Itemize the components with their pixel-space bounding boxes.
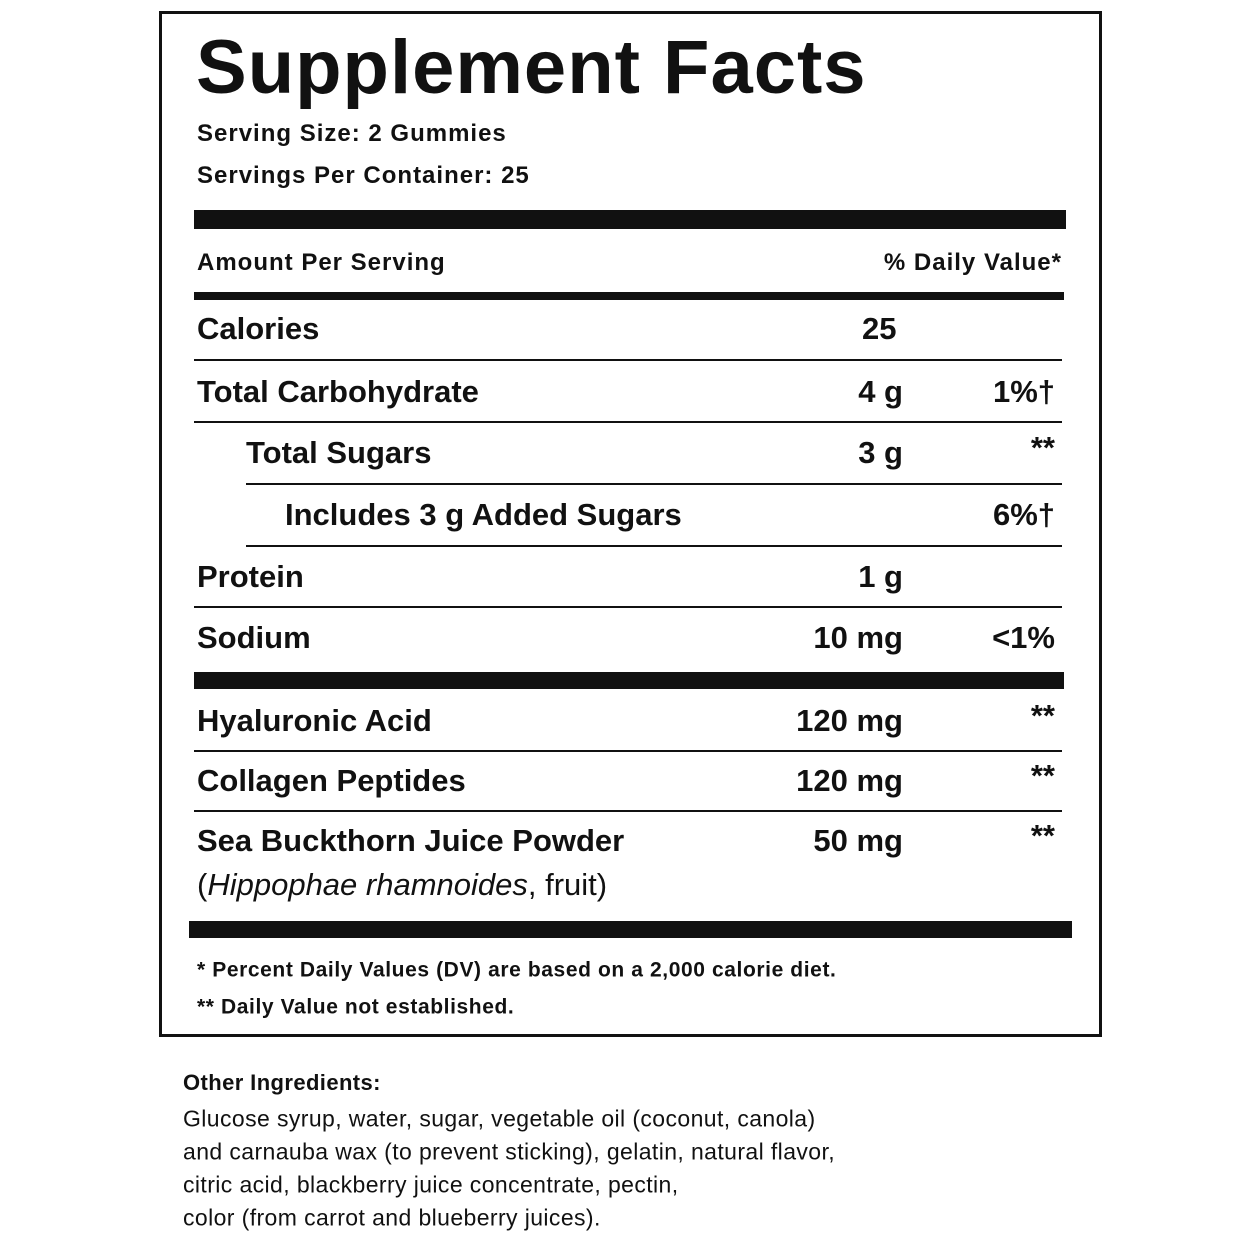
divider [246,483,1062,485]
nutrient-amount: 10 mg [813,619,903,655]
note-text: ( [197,866,208,902]
note-latin: Hippophae rhamnoides [207,866,528,902]
divider [194,750,1062,752]
ingredients-line: citric acid, blackberry juice concentrat… [183,1171,679,1198]
footnote: ** Daily Value not established. [197,995,515,1019]
nutrient-name: Collagen Peptides [197,762,466,798]
divider [194,606,1062,608]
nutrient-amount: 1 g [858,558,903,594]
ingredients-line: and carnauba wax (to prevent sticking), … [183,1138,836,1165]
nutrient-dv: ** [1030,817,1055,853]
title: Supplement Facts [196,25,867,111]
ingredients-line: color (from carrot and blueberry juices)… [183,1204,601,1231]
nutrient-dv: ** [1030,429,1055,465]
nutrient-name: Calories [197,310,320,346]
nutrient-name: Total Sugars [246,434,432,470]
column-header: Amount Per Serving [197,248,446,276]
divider [246,545,1062,547]
ingredients-line: Glucose syrup, water, sugar, vegetable o… [183,1105,816,1132]
divider [194,210,1066,229]
nutrient-dv: <1% [992,619,1055,655]
nutrient-dv: ** [1030,697,1055,733]
divider [189,921,1072,938]
nutrient-amount: 50 mg [813,822,903,858]
nutrient-dv: ** [1030,757,1055,793]
divider [194,292,1064,300]
serving-size: Serving Size: 2 Gummies [197,119,507,147]
ingredients-title: Other Ingredients: [183,1069,381,1095]
nutrient-name: Total Carbohydrate [197,373,479,409]
footnote: * Percent Daily Values (DV) are based on… [197,958,837,982]
note-text: , fruit) [527,866,608,902]
nutrient-amount: 4 g [858,373,903,409]
divider [194,810,1062,812]
nutrient-name: Protein [197,558,304,594]
nutrient-amount: 120 mg [796,702,903,738]
nutrient-dv: 1%† [992,373,1055,409]
nutrient-name: Sea Buckthorn Juice Powder [197,822,625,858]
nutrient-dv: 6%† [992,496,1055,532]
nutrient-note: (Hippophae rhamnoides, fruit) [197,866,608,902]
divider [194,359,1062,361]
column-header: % Daily Value* [883,248,1062,276]
divider [194,672,1064,689]
nutrient-name: Includes 3 g Added Sugars [285,496,682,532]
nutrient-amount: 120 mg [796,762,903,798]
nutrient-amount: 25 [862,310,897,346]
servings-per-container: Servings Per Container: 25 [197,161,530,189]
divider [194,421,1062,423]
nutrient-amount: 3 g [858,434,903,470]
label-frame [159,11,1102,1037]
nutrient-name: Sodium [197,619,311,655]
nutrient-name: Hyaluronic Acid [197,702,432,738]
